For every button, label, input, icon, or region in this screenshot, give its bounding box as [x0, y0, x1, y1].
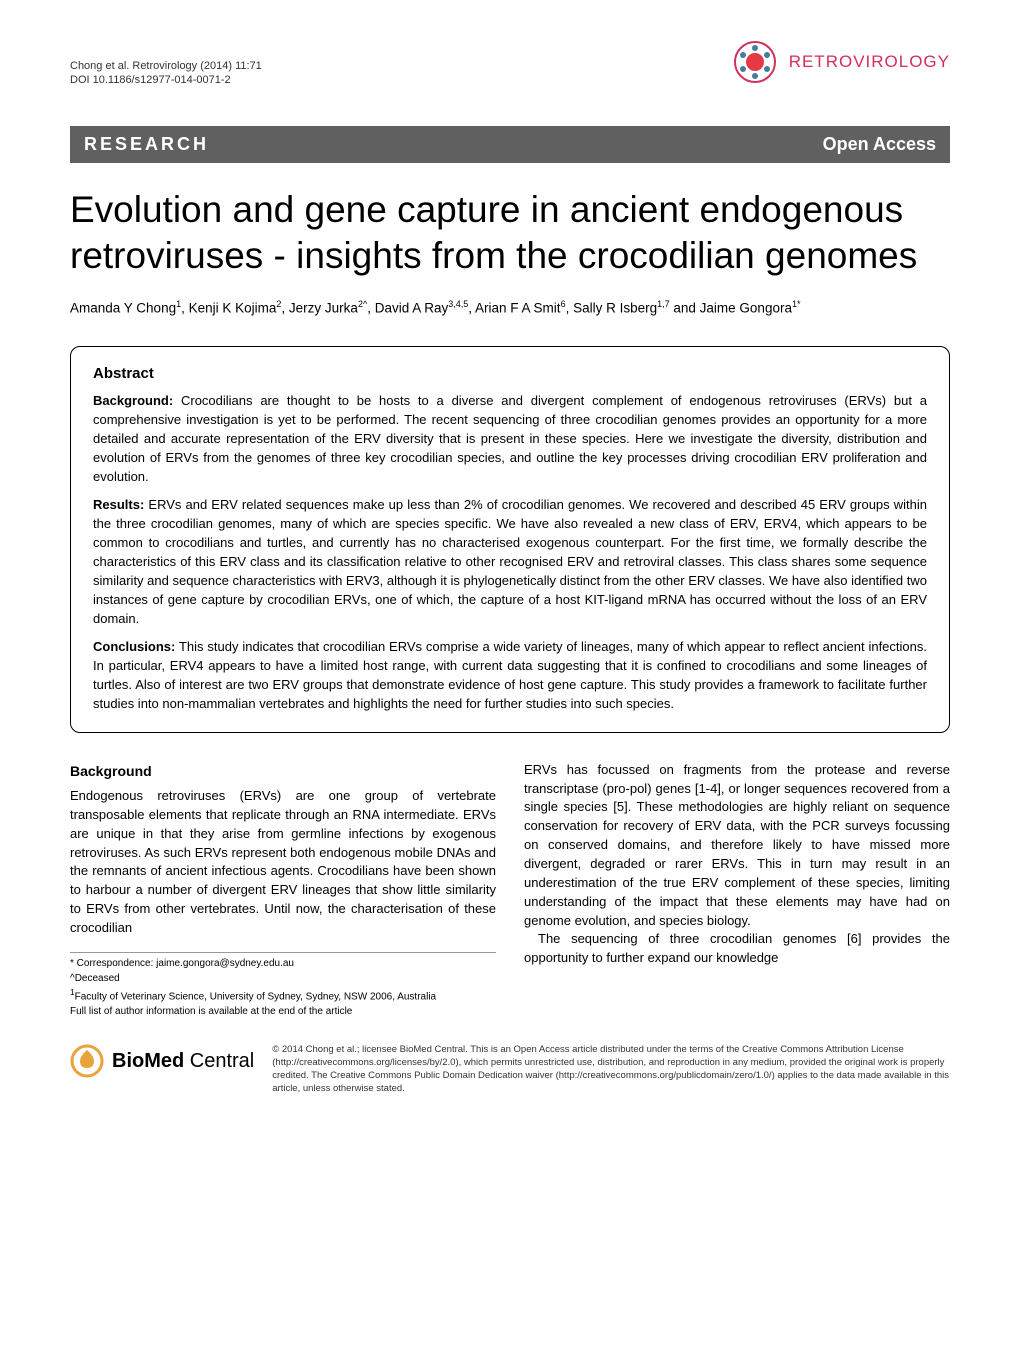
body-col2-p2: The sequencing of three crocodilian geno… [524, 930, 950, 968]
authors-list: Amanda Y Chong1, Kenji K Kojima2, Jerzy … [70, 298, 950, 319]
journal-brand: RETROVIROLOGY [733, 40, 950, 84]
bmc-logo-icon [70, 1044, 104, 1078]
article-type: RESEARCH [84, 134, 209, 155]
background-para-1: Endogenous retroviruses (ERVs) are one g… [70, 787, 496, 938]
footer: BioMed Central © 2014 Chong et al.; lice… [70, 1044, 950, 1095]
abstract-conclusions-text: This study indicates that crocodilian ER… [93, 639, 927, 711]
abstract-conclusions: Conclusions: This study indicates that c… [93, 638, 927, 713]
open-access-label: Open Access [823, 134, 936, 155]
full-list-note: Full list of author information is avail… [70, 1005, 496, 1019]
abstract-heading: Abstract [93, 365, 927, 382]
article-type-bar: RESEARCH Open Access [70, 126, 950, 163]
abstract-background-label: Background: [93, 393, 173, 408]
journal-logo-icon [733, 40, 777, 84]
body-columns: Background Endogenous retroviruses (ERVs… [70, 761, 950, 1020]
bmc-light: Central [184, 1050, 254, 1072]
abstract-box: Abstract Background: Crocodilians are th… [70, 346, 950, 733]
right-column: ERVs has focussed on fragments from the … [524, 761, 950, 1020]
bmc-text: BioMed Central [112, 1050, 254, 1073]
biomedcentral-logo: BioMed Central [70, 1044, 254, 1078]
footnotes: * Correspondence: jaime.gongora@sydney.e… [70, 952, 496, 1019]
abstract-results: Results: ERVs and ERV related sequences … [93, 496, 927, 628]
abstract-results-label: Results: [93, 497, 144, 512]
license-text: © 2014 Chong et al.; licensee BioMed Cen… [272, 1044, 950, 1095]
abstract-results-text: ERVs and ERV related sequences make up l… [93, 497, 927, 625]
abstract-conclusions-label: Conclusions: [93, 639, 175, 654]
body-col2-p1: ERVs has focussed on fragments from the … [524, 761, 950, 931]
journal-name: RETROVIROLOGY [789, 52, 950, 72]
deceased-note: ^Deceased [70, 972, 496, 986]
correspondence-note: * Correspondence: jaime.gongora@sydney.e… [70, 957, 496, 971]
article-title: Evolution and gene capture in ancient en… [70, 187, 950, 280]
background-heading: Background [70, 761, 496, 781]
bmc-bold: BioMed [112, 1050, 184, 1072]
abstract-background-text: Crocodilians are thought to be hosts to … [93, 393, 927, 483]
affiliation-note: 1Faculty of Veterinary Science, Universi… [70, 987, 496, 1004]
abstract-background: Background: Crocodilians are thought to … [93, 392, 927, 486]
left-column: Background Endogenous retroviruses (ERVs… [70, 761, 496, 1020]
